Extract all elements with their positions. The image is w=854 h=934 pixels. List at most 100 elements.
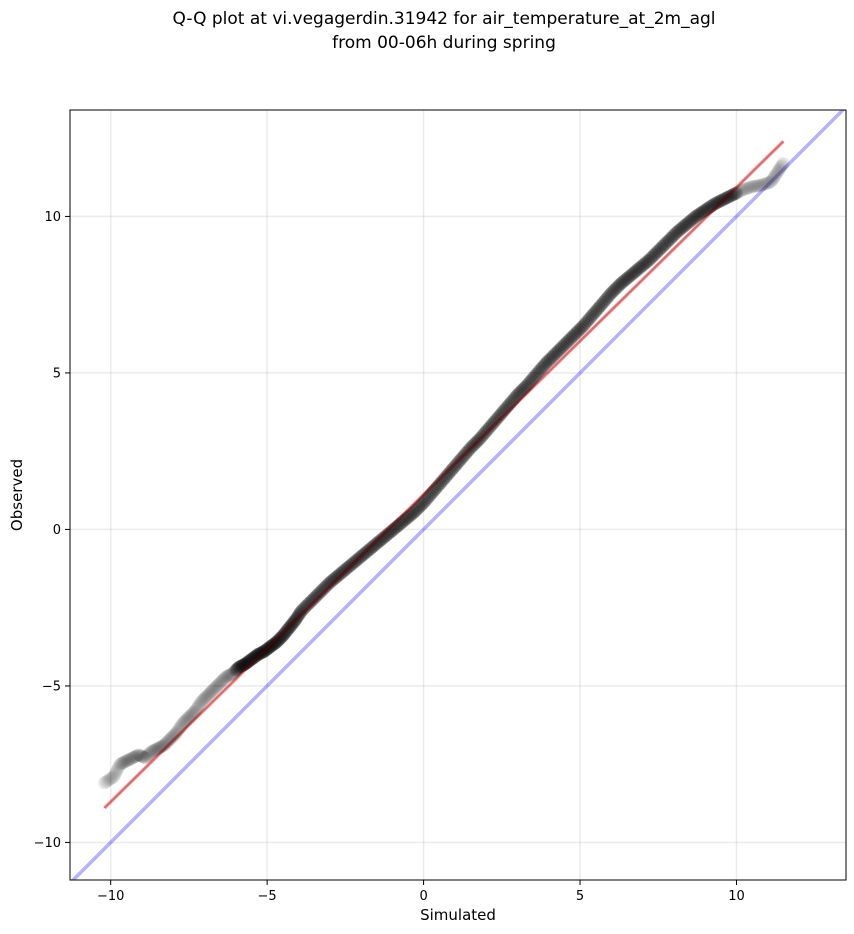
quantile-point [606, 285, 620, 299]
quantile-point [362, 543, 376, 557]
quantile-point [512, 386, 526, 400]
quantile-point [128, 750, 142, 764]
quantile-point [562, 333, 576, 347]
quantile-point [211, 678, 225, 692]
quantile-point [194, 695, 208, 709]
quantile-point [374, 533, 388, 547]
quantile-point [215, 674, 229, 688]
quantile-point [748, 179, 762, 193]
quantile-point [277, 628, 291, 642]
quantile-point [230, 662, 244, 676]
quantile-point [534, 362, 548, 376]
quantile-point [121, 753, 135, 767]
quantile-point [263, 640, 277, 654]
quantile-point [432, 478, 446, 492]
quantile-point [185, 707, 199, 721]
quantile-point [377, 530, 391, 544]
quantile-point [510, 388, 524, 402]
quantile-point [567, 328, 581, 342]
quantile-point [586, 308, 600, 322]
y-axis-ticks: −10 −5 0 5 10 [34, 210, 70, 851]
quantile-point [169, 726, 183, 740]
quantile-point [629, 264, 643, 278]
quantile-point [654, 241, 668, 255]
x-axis-ticks: −10 −5 0 5 10 [97, 880, 745, 904]
quantile-point [120, 754, 134, 768]
quantile-point [600, 292, 614, 306]
quantile-point [771, 164, 785, 178]
quantile-point [667, 228, 681, 242]
quantile-point [697, 204, 711, 218]
y-axis-label: Observed [8, 459, 26, 531]
quantile-point [526, 371, 540, 385]
quantile-point [545, 350, 559, 364]
quantile-point [155, 739, 169, 753]
quantile-point [365, 540, 379, 554]
quantile-point [327, 572, 341, 586]
quantile-point [742, 181, 756, 195]
quantile-point [637, 257, 651, 271]
quantile-point [462, 443, 476, 457]
quantile-point [470, 435, 484, 449]
plot-area [69, 109, 847, 881]
quantile-point [614, 277, 628, 291]
quantile-point [601, 290, 615, 304]
quantile-point [284, 618, 298, 632]
quantile-point [236, 658, 250, 672]
quantile-point [484, 419, 498, 433]
quantile-point [773, 161, 787, 175]
quantile-point [176, 716, 190, 730]
quantile-point [184, 708, 198, 722]
quantile-point [107, 770, 121, 784]
quantile-point [670, 225, 684, 239]
quantile-point [723, 189, 737, 203]
quantile-point [767, 170, 781, 184]
quantile-point [258, 644, 272, 658]
quantile-point [708, 197, 722, 211]
quantile-point [118, 755, 132, 769]
quantile-point [722, 190, 736, 204]
quantile-point [598, 293, 612, 307]
quantile-point [376, 531, 390, 545]
quantile-point [282, 621, 296, 635]
quantile-point [640, 255, 654, 269]
quantile-point [473, 432, 487, 446]
quantile-point [443, 465, 457, 479]
quantile-point [478, 426, 492, 440]
quantile-point [407, 505, 421, 519]
quantile-point [251, 648, 265, 662]
quantile-point [141, 748, 155, 762]
quantile-point [385, 523, 399, 537]
quantile-point [413, 499, 427, 513]
quantile-point [276, 629, 290, 643]
quantile-point [260, 642, 274, 656]
quantile-point [467, 438, 481, 452]
quantile-point [429, 481, 443, 495]
quantile-point [204, 685, 218, 699]
quantile-point [292, 607, 306, 621]
quantile-point [198, 691, 212, 705]
fit-line [103, 140, 785, 810]
quantile-point [165, 730, 179, 744]
quantile-point [331, 569, 345, 583]
quantile-point [653, 242, 667, 256]
quantile-point [252, 647, 266, 661]
quantile-point [187, 705, 201, 719]
quantile-point [501, 399, 515, 413]
quantile-point [521, 377, 535, 391]
quantile-point [662, 233, 676, 247]
quantile-point [246, 652, 260, 666]
identity-line [70, 110, 846, 880]
quantile-point [135, 749, 149, 763]
quantile-point [456, 450, 470, 464]
quantile-point [503, 397, 517, 411]
quantile-point [216, 673, 230, 687]
quantile-point [392, 518, 406, 532]
quantile-point [275, 630, 289, 644]
quantile-point [686, 212, 700, 226]
quantile-point [424, 487, 438, 501]
quantile-point [418, 494, 432, 508]
quantile-point [684, 213, 698, 227]
quantile-point [150, 742, 164, 756]
quantile-point [492, 410, 506, 424]
